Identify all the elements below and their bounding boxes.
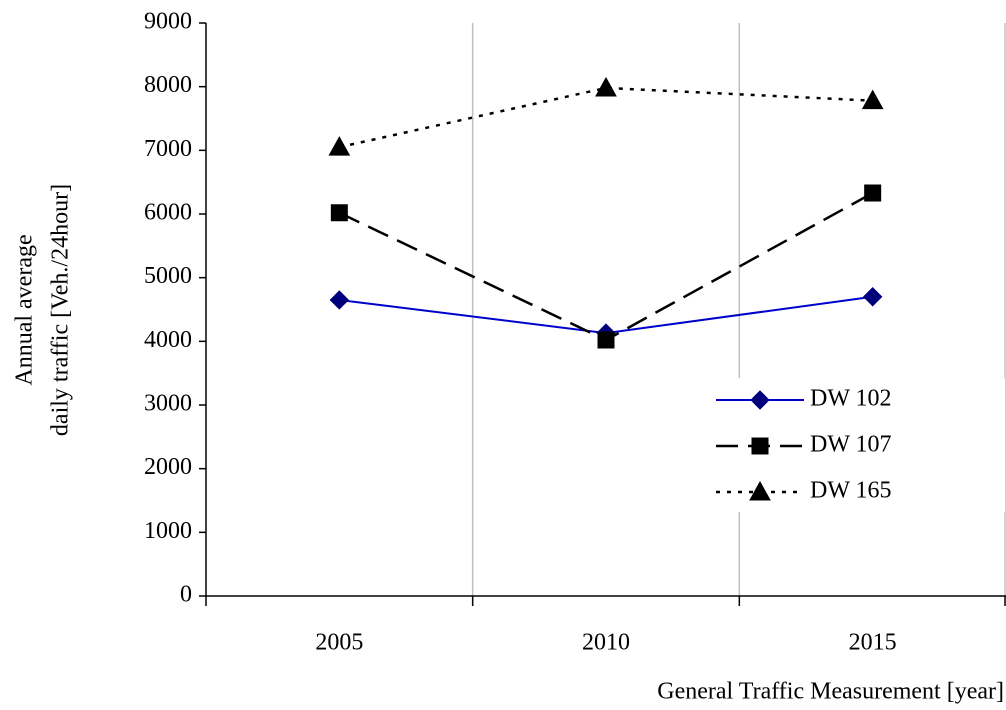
legend-label: DW 165	[810, 478, 892, 504]
y-tick-label: 1000	[144, 518, 192, 544]
legend: DW 102 DW 107 DW 165	[705, 378, 1005, 512]
legend-label: DW 107	[810, 432, 892, 458]
legend-label: DW 102	[810, 386, 892, 412]
y-axis-label: daily traffic [Veh./24hour]	[48, 184, 74, 436]
marker	[329, 290, 350, 310]
x-tick-label: 2015	[849, 630, 897, 656]
series-line	[338, 191, 874, 342]
x-axis-label: General Traffic Measurement [year]	[657, 679, 1004, 705]
x-tick-label: 2010	[582, 630, 630, 656]
marker	[330, 204, 348, 222]
y-tick-label: 8000	[144, 72, 192, 98]
y-tick-label: 2000	[144, 454, 192, 480]
series-line	[339, 86, 873, 149]
y-tick-label: 5000	[144, 263, 192, 289]
marker	[861, 89, 884, 110]
marker	[750, 390, 770, 410]
marker	[864, 184, 882, 202]
y-tick-label: 3000	[144, 391, 192, 417]
marker	[749, 480, 771, 501]
y-tick-label: 6000	[144, 200, 192, 226]
y-tick-label: 7000	[144, 136, 192, 162]
marker	[328, 136, 351, 156]
y-tick-label: 0	[180, 582, 192, 608]
marker	[862, 287, 883, 307]
x-tick-label: 2005	[315, 630, 363, 656]
marker	[597, 331, 615, 349]
marker	[595, 76, 617, 97]
y-tick-label: 9000	[144, 9, 192, 35]
y-tick-label: 4000	[144, 327, 192, 353]
y-axis-label: Annual average	[12, 234, 38, 385]
marker	[751, 437, 769, 455]
